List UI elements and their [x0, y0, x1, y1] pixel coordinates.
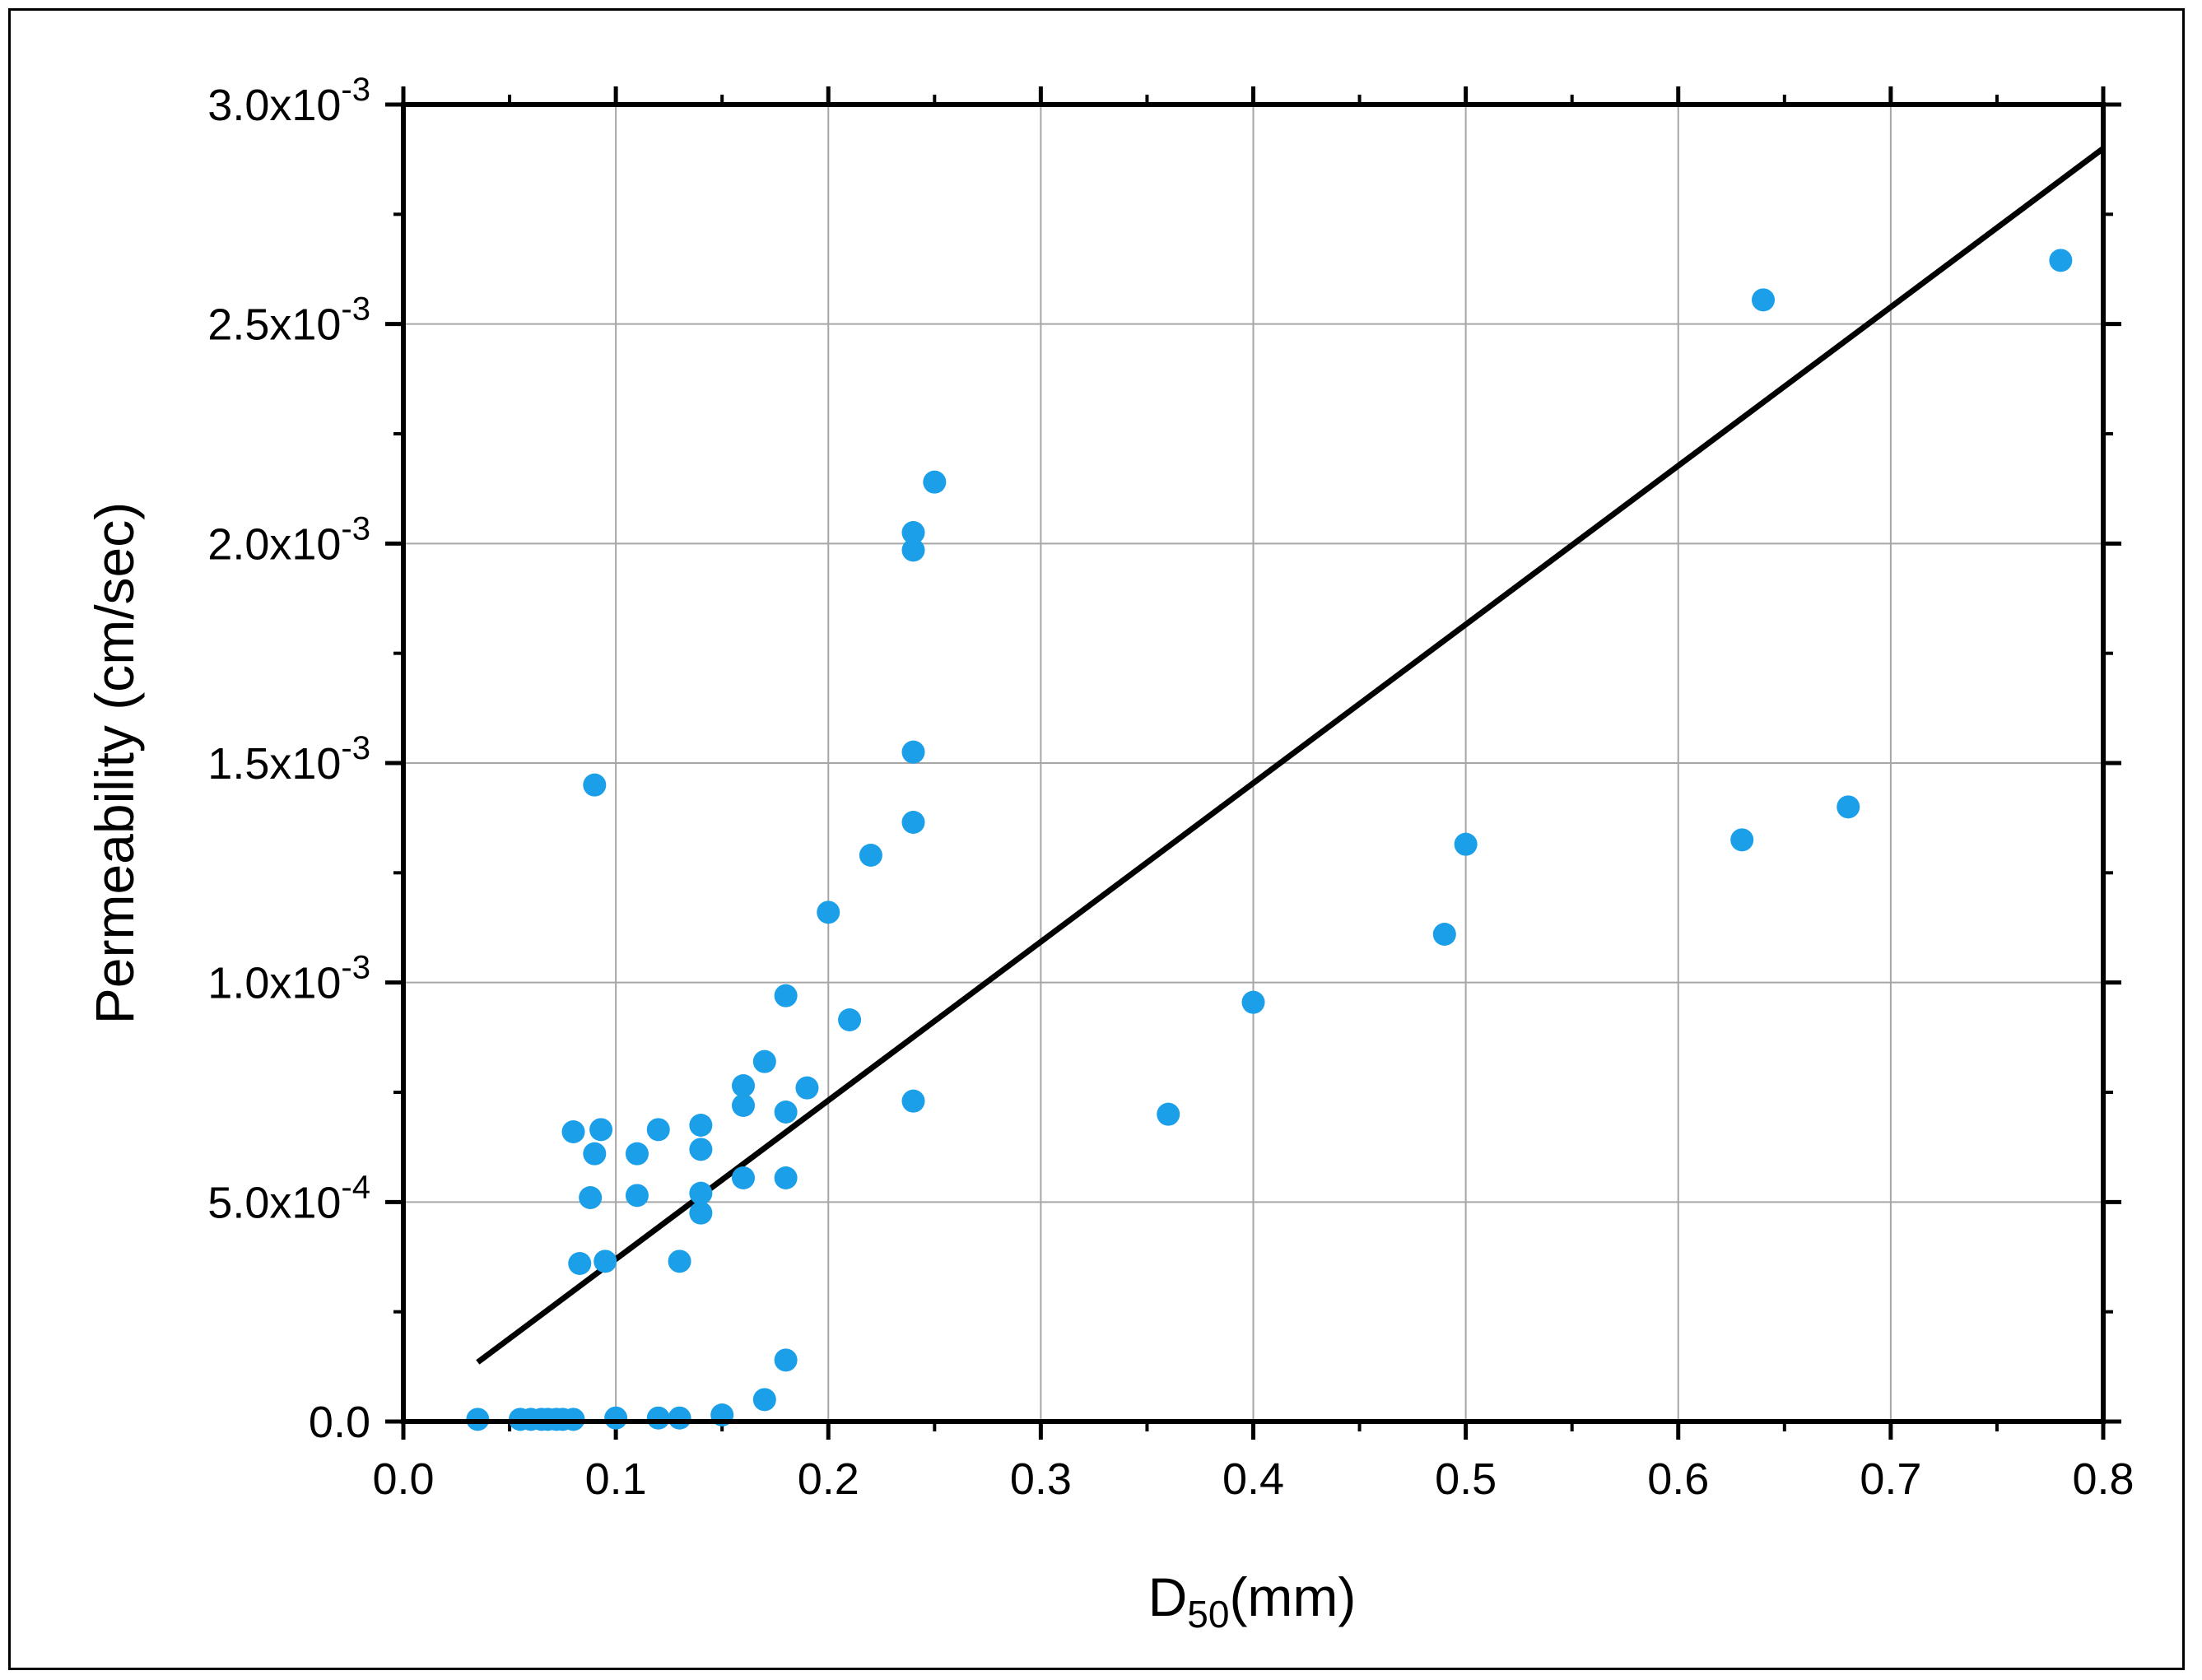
data-point [817, 900, 840, 924]
data-point [1241, 990, 1265, 1014]
data-point [1730, 828, 1754, 852]
data-point [901, 521, 925, 544]
data-point [774, 1101, 798, 1124]
data-point [689, 1114, 713, 1137]
x-tick-label: 0.2 [798, 1454, 859, 1504]
data-point [1752, 288, 1775, 312]
data-point [732, 1094, 755, 1117]
data-point [625, 1184, 649, 1208]
y-tick-label-exponent: -3 [341, 291, 370, 328]
x-tick-label: 0.4 [1222, 1454, 1284, 1504]
y-tick-label-exponent: -3 [341, 950, 370, 986]
fit-line-group [476, 146, 2106, 1365]
x-tick-label: 0.8 [2072, 1454, 2134, 1504]
data-point [859, 844, 882, 867]
data-point [774, 1348, 798, 1372]
data-point [901, 811, 925, 834]
data-point [689, 1181, 713, 1205]
x-tick-label: 0.0 [372, 1454, 434, 1504]
fit-line [476, 146, 2106, 1365]
data-point [901, 538, 925, 562]
y-tick-label: 0.0 [309, 1398, 370, 1447]
x-tick-labels: 0.0 0.1 0.2 0.3 0.4 0.5 0.6 0.7 0.8 [372, 1454, 2134, 1504]
data-point [689, 1201, 713, 1225]
x-axis-title-subscript: 50 [1187, 1593, 1229, 1636]
plot-area-border [401, 102, 2106, 1424]
major-ticks [385, 86, 2121, 1440]
data-point [774, 984, 798, 1008]
data-point [838, 1008, 862, 1031]
data-point [589, 1118, 613, 1142]
data-point [923, 470, 947, 494]
data-point [668, 1250, 691, 1273]
data-point [901, 740, 925, 764]
data-point [583, 1142, 607, 1166]
y-tick-label: 2.5x10-3 [207, 291, 370, 350]
y-tick-label-exponent: -3 [341, 730, 370, 766]
y-tick-label-mantissa: 5.0x10 [207, 1178, 341, 1227]
y-tick-label: 1.5x10-3 [207, 730, 370, 789]
x-axis-title-suffix: (mm) [1229, 1566, 1356, 1627]
x-tick-label: 0.6 [1647, 1454, 1709, 1504]
x-tick-label: 0.7 [1860, 1454, 1921, 1504]
data-point [594, 1250, 617, 1273]
figure-frame [8, 8, 2185, 1670]
data-points [466, 249, 2073, 1431]
data-point [646, 1406, 670, 1430]
data-point [568, 1252, 592, 1275]
data-point [689, 1138, 713, 1161]
data-point [583, 773, 607, 797]
y-tick-label-mantissa: 2.0x10 [207, 519, 341, 569]
y-tick-label: 5.0x10-4 [207, 1169, 370, 1227]
y-tick-label: 3.0x10-3 [207, 72, 370, 130]
data-point [646, 1118, 670, 1142]
y-axis-title: Permeability (cm/sec) [84, 502, 145, 1024]
data-point [732, 1166, 755, 1189]
y-tick-label: 1.0x10-3 [207, 950, 370, 1008]
data-point [1432, 923, 1456, 946]
data-point [561, 1120, 585, 1143]
y-tick-label-mantissa: 2.5x10 [207, 300, 341, 350]
data-point [774, 1166, 798, 1189]
y-tick-labels: 0.05.0x10-41.0x10-31.5x10-32.0x10-32.5x1… [207, 72, 370, 1447]
x-tick-label: 0.5 [1435, 1454, 1497, 1504]
y-tick-label-exponent: -3 [341, 72, 370, 108]
data-point [2049, 249, 2073, 272]
x-tick-label: 0.1 [585, 1454, 647, 1504]
y-tick-label: 2.0x10-3 [207, 510, 370, 569]
y-tick-label-mantissa: 0.0 [309, 1398, 370, 1447]
data-point [668, 1406, 691, 1430]
data-point [752, 1388, 776, 1412]
data-point [604, 1406, 628, 1430]
x-tick-label: 0.3 [1010, 1454, 1072, 1504]
data-point [1454, 832, 1478, 856]
y-tick-label-mantissa: 1.0x10 [207, 959, 341, 1008]
x-axis-title-base: D [1148, 1566, 1188, 1627]
x-axis-title: D50(mm) [1148, 1566, 1357, 1636]
data-point [1837, 795, 1860, 819]
data-point [625, 1142, 649, 1166]
data-point [579, 1186, 603, 1209]
data-point [901, 1089, 925, 1113]
data-point [732, 1074, 755, 1097]
y-tick-label-exponent: -4 [341, 1169, 370, 1205]
y-tick-label-mantissa: 1.5x10 [207, 739, 341, 789]
y-tick-label-mantissa: 3.0x10 [207, 81, 341, 130]
data-point [752, 1049, 776, 1073]
data-point [795, 1076, 819, 1100]
y-tick-label-exponent: -3 [341, 510, 370, 547]
data-point [1157, 1102, 1180, 1126]
